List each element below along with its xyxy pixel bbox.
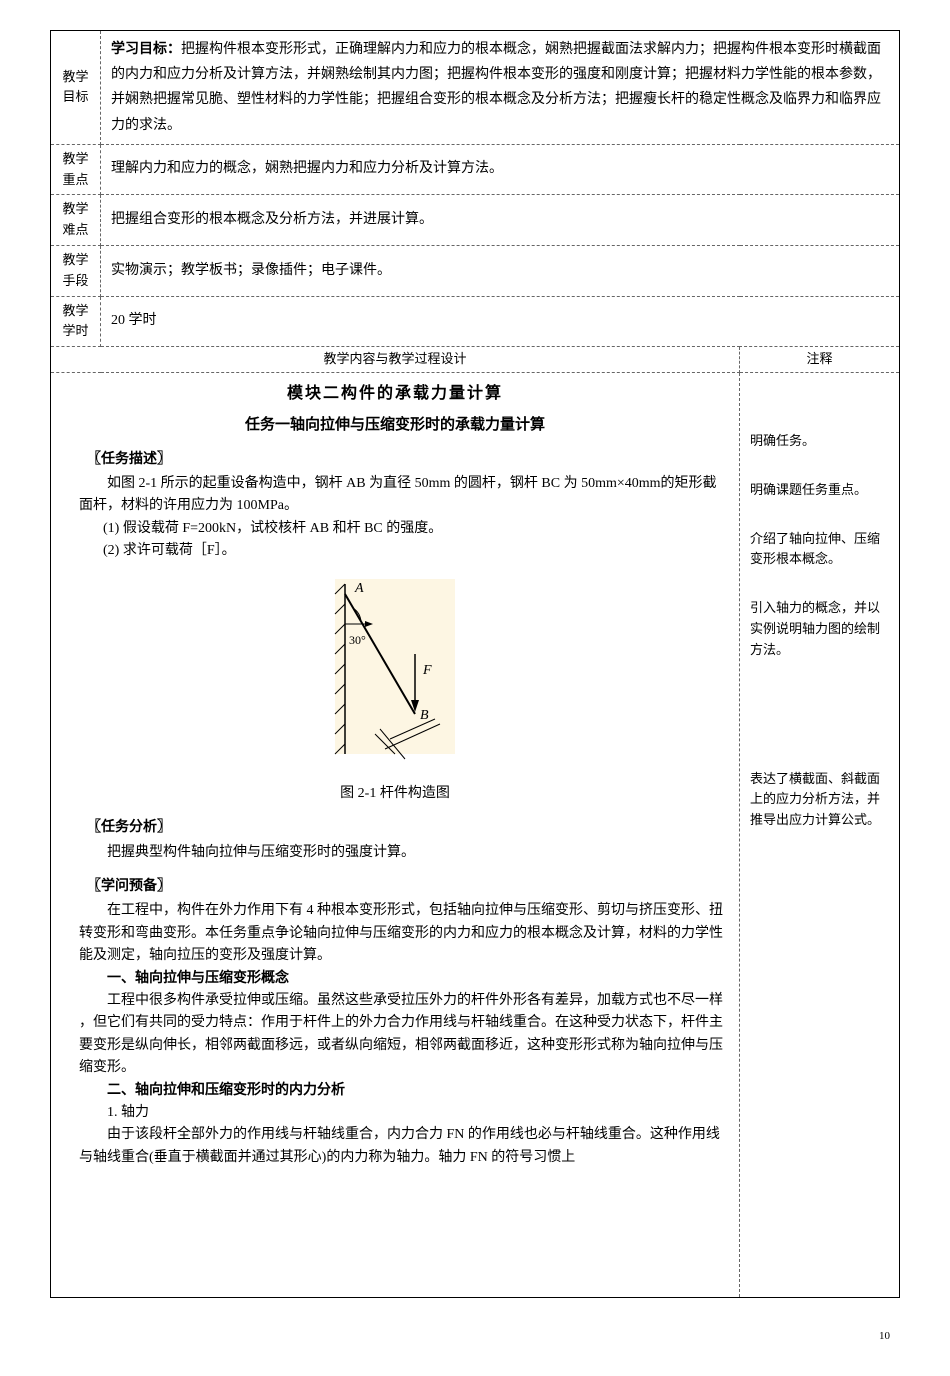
header-left: 教学内容与教学过程设计 bbox=[51, 347, 740, 373]
hours-label: 教学学时 bbox=[51, 296, 101, 347]
note-3: 介绍了轴向拉伸、压缩变形根本概念。 bbox=[750, 529, 889, 571]
diagram-label-f: F bbox=[422, 663, 432, 678]
header-right: 注释 bbox=[740, 347, 900, 373]
goal-label: 教学目标 bbox=[51, 31, 101, 145]
s1-heading: 一、轴向拉伸与压缩变形概念 bbox=[79, 968, 727, 990]
keypoint-label: 教学重点 bbox=[51, 144, 101, 195]
s2-p1: 由于该段杆全部外力的作用线与杆轴线重合，内力合力 FN 的作用线也必与杆轴线重合… bbox=[79, 1124, 727, 1169]
difficulty-content: 把握组合变形的根本概念及分析方法，并进展计算。 bbox=[101, 195, 900, 246]
task-desc-item2: (2) 求许可载荷［F］。 bbox=[103, 540, 727, 562]
note-1: 明确任务。 bbox=[750, 431, 889, 452]
s1-p1: 工程中很多构件承受拉伸或压缩。虽然这些承受拉压外力的杆件外形各有差异，加载方式也… bbox=[79, 990, 727, 1080]
method-label: 教学手段 bbox=[51, 245, 101, 296]
hours-content: 20 学时 bbox=[101, 296, 900, 347]
goal-text: 把握构件根本变形形式，正确理解内力和应力的根本概念，娴熟把握截面法求解内力；把握… bbox=[111, 42, 881, 133]
goal-content: 学习目标：把握构件根本变形形式，正确理解内力和应力的根本概念，娴熟把握截面法求解… bbox=[101, 31, 900, 145]
diagram: A 30° F B bbox=[63, 574, 727, 805]
note-4: 引入轴力的概念，并以实例说明轴力图的绘制方法。 bbox=[750, 598, 889, 660]
goal-bold-prefix: 学习目标： bbox=[111, 42, 181, 57]
diagram-caption: 图 2-1 杆件构造图 bbox=[63, 783, 727, 805]
task-desc-item1: (1) 假设载荷 F=200kN，试校核杆 AB 和杆 BC 的强度。 bbox=[103, 518, 727, 540]
diagram-label-a: A bbox=[354, 581, 364, 596]
s2-sub1: 1. 轴力 bbox=[79, 1102, 727, 1124]
main-content: 模块二构件的承载力量计算 任务一轴向拉伸与压缩变形时的承载力量计算 〖任务描述〗… bbox=[51, 372, 740, 1297]
task-title: 任务一轴向拉伸与压缩变形时的承载力量计算 bbox=[63, 413, 727, 437]
knowledge-p1: 在工程中，构件在外力作用下有 4 种根本变形形式，包括轴向拉伸与压缩变形、剪切与… bbox=[79, 900, 727, 967]
diagram-angle: 30° bbox=[349, 633, 366, 647]
lesson-plan-table: 教学目标 学习目标：把握构件根本变形形式，正确理解内力和应力的根本概念，娴熟把握… bbox=[50, 30, 900, 1298]
structure-diagram: A 30° F B bbox=[305, 574, 485, 774]
notes-column: 明确任务。 明确课题任务重点。 介绍了轴向拉伸、压缩变形根本概念。 引入轴力的概… bbox=[740, 372, 900, 1297]
diagram-label-b: B bbox=[420, 708, 429, 723]
knowledge-heading: 〖学问预备〗 bbox=[87, 876, 727, 898]
s2-heading: 二、轴向拉伸和压缩变形时的内力分析 bbox=[79, 1080, 727, 1102]
task-desc-p1: 如图 2-1 所示的起重设备构造中，钢杆 AB 为直径 50mm 的圆杆，钢杆 … bbox=[79, 473, 727, 518]
task-analysis-heading: 〖任务分析〗 bbox=[87, 817, 727, 839]
task-analysis-p1: 把握典型构件轴向拉伸与压缩变形时的强度计算。 bbox=[79, 842, 727, 864]
difficulty-label: 教学难点 bbox=[51, 195, 101, 246]
keypoint-content: 理解内力和应力的概念，娴熟把握内力和应力分析及计算方法。 bbox=[101, 144, 900, 195]
task-desc-heading: 〖任务描述〗 bbox=[87, 449, 727, 471]
note-2: 明确课题任务重点。 bbox=[750, 480, 889, 501]
method-content: 实物演示；教学板书；录像插件；电子课件。 bbox=[101, 245, 900, 296]
note-5: 表达了横截面、斜截面上的应力分析方法，并推导出应力计算公式。 bbox=[750, 769, 889, 831]
module-title: 模块二构件的承载力量计算 bbox=[63, 381, 727, 407]
page-number: 10 bbox=[50, 1328, 900, 1346]
